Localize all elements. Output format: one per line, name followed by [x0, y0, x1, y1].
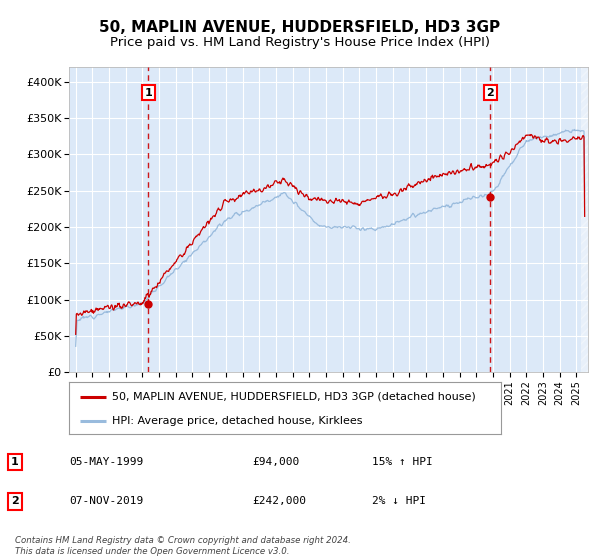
Text: 2: 2: [11, 496, 19, 506]
Text: HPI: Average price, detached house, Kirklees: HPI: Average price, detached house, Kirk…: [112, 416, 362, 426]
Text: 15% ↑ HPI: 15% ↑ HPI: [372, 457, 433, 467]
Text: 50, MAPLIN AVENUE, HUDDERSFIELD, HD3 3GP: 50, MAPLIN AVENUE, HUDDERSFIELD, HD3 3GP: [100, 20, 500, 35]
Text: 1: 1: [11, 457, 19, 467]
Text: 05-MAY-1999: 05-MAY-1999: [69, 457, 143, 467]
Text: 2% ↓ HPI: 2% ↓ HPI: [372, 496, 426, 506]
Text: 1: 1: [145, 87, 152, 97]
Text: Contains HM Land Registry data © Crown copyright and database right 2024.
This d: Contains HM Land Registry data © Crown c…: [15, 536, 351, 556]
Text: 2: 2: [487, 87, 494, 97]
Text: Price paid vs. HM Land Registry's House Price Index (HPI): Price paid vs. HM Land Registry's House …: [110, 36, 490, 49]
Text: 07-NOV-2019: 07-NOV-2019: [69, 496, 143, 506]
Text: 50, MAPLIN AVENUE, HUDDERSFIELD, HD3 3GP (detached house): 50, MAPLIN AVENUE, HUDDERSFIELD, HD3 3GP…: [112, 391, 476, 402]
Text: £242,000: £242,000: [252, 496, 306, 506]
Text: £94,000: £94,000: [252, 457, 299, 467]
